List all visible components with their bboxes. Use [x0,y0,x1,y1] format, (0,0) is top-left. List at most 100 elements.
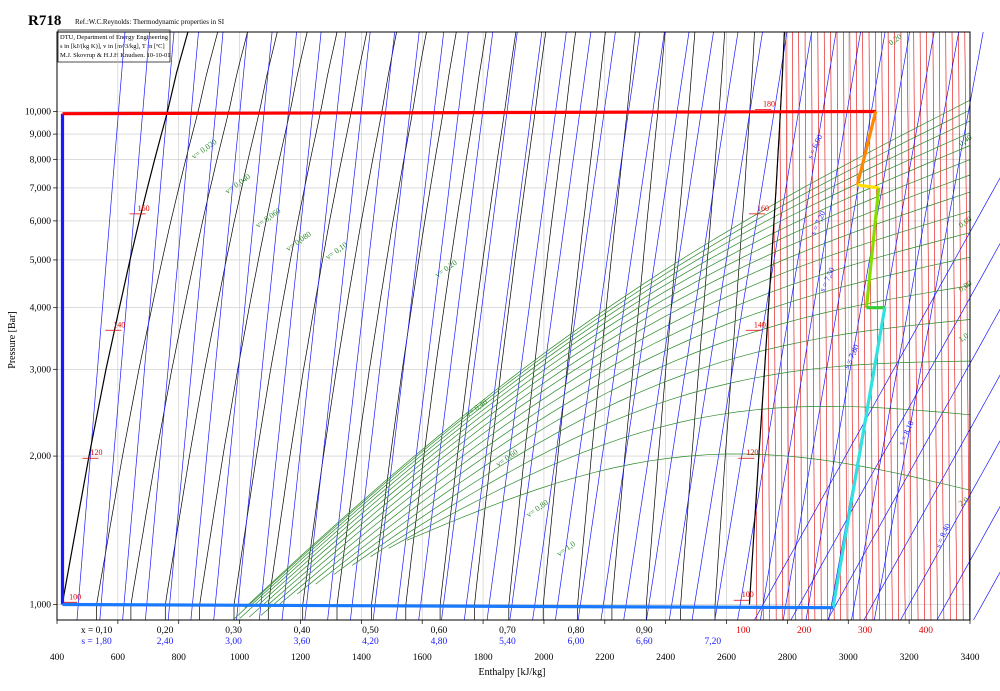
quality-tick-label: 0,50 [362,626,379,636]
isentrope-line [691,31,788,621]
isotherm-line [875,31,880,621]
quality-line [439,31,517,620]
isochore-line [388,405,971,549]
quality-line [645,31,696,620]
isentrope-line [122,31,175,621]
isochore-line [315,256,971,585]
isotherm-line [900,31,906,621]
quality-line [267,31,368,620]
isentrope-line [76,31,126,621]
isochore-line [406,453,971,541]
axes: 400 600 800 1000 1200 1400 1600 1800 2000 2200 240… [25,108,980,663]
isochore-label: v= 0,80 [525,498,550,519]
isentrope-line [646,31,739,621]
isotherm-line [836,31,841,621]
x-tick-label: 600 [111,653,126,663]
x-tick-label: 1600 [413,653,432,663]
isentrope-line [372,31,445,621]
isentrope-line [350,31,420,621]
y-tick-label: 3,000 [30,365,52,375]
isentrope-line [623,31,714,621]
quality-tick-label: 0,90 [636,626,653,636]
isochore-line [248,159,971,618]
isentrope-line [418,31,494,621]
isotherm-line [779,31,785,621]
process-segment [62,602,834,610]
isotherm-line [939,31,945,621]
isotherm-label: 180 [763,99,775,108]
quality-line [611,31,666,620]
isotherm-line [894,31,899,621]
quality-line [680,31,726,620]
isentrope-line [236,31,297,621]
isochore-label: v= 0,20 [433,258,458,279]
entropy-tick-label: 3,00 [225,637,242,647]
x-tick-label: 1800 [474,653,493,663]
isotherm-line [798,32,803,621]
isotherm-line [785,31,790,621]
isochore-line [244,99,971,609]
isentrope-line [714,31,812,621]
isochore-label: v= 0,040 [223,172,252,196]
quality-line [474,31,547,620]
isentrope-label: s = 6,90 [805,133,824,160]
isentrope-line [805,31,910,621]
isochore-line [297,232,971,595]
quality-line [542,31,606,620]
isochore-label: 2,0 [957,495,970,508]
y-axis-title: Pressure [Bar] [7,311,18,368]
quality-line [508,31,576,620]
isotherm-line [887,31,893,621]
entropy-tick-label: 5,40 [499,637,516,647]
x-tick-label: 400 [50,653,65,663]
y-tick-label: 2,000 [30,452,52,462]
x-tick-label: 3200 [900,653,919,663]
isochore-line [352,319,971,566]
quality-line [164,31,278,620]
isochore-label: v= 1,0 [555,539,577,558]
process-segment [831,307,887,608]
isochore-line [278,210,971,605]
isotherm-line [964,31,970,621]
quality-tick-label: x = 0,10 [81,626,113,636]
isochore-label: v= 0,060 [254,206,283,230]
isentrope-line [395,31,469,621]
isentrope-line [281,31,347,621]
x-tick-label: 3400 [961,653,980,663]
isentrope-line [782,31,886,621]
isotherm-line [849,31,854,621]
isochore-line [266,174,971,607]
isotherm-line [823,31,829,621]
entropy-tick-label: 4,80 [431,637,448,647]
isochore-line [256,145,971,607]
isochore-line [333,285,971,575]
quality-line [577,31,636,620]
isotherm-line [804,32,809,621]
temperature-tick-label: 200 [797,626,812,636]
isotherm-label: 160 [757,204,769,213]
isentrope-line-superheat [754,177,1000,621]
saturation-liquid-line [61,31,189,605]
isochore-label: v= 0,60 [494,447,519,468]
isentrope-line-superheat [936,505,1000,621]
entropy-tick-label: 6,60 [636,637,653,647]
y-tick-label: 7,000 [30,184,52,194]
x-tick-label: 2800 [778,653,797,663]
isotherm-label: 140 [754,320,766,329]
chart-reference: Ref.:W.C.Reynolds: Thermodynamic propert… [75,18,225,26]
temperature-tick-label: 300 [858,626,873,636]
info-line: M.J. Skovrup & H.J.H Knudsen. 10-10-01 [60,52,171,59]
isotherm-line [830,31,835,621]
x-tick-label: 1400 [352,653,371,663]
isotherm-label: 140 [113,320,125,329]
x-axis-title: Enthalpy [kJ/kg] [479,667,546,678]
isotherm-line [862,31,867,621]
isentrope-line [486,31,567,621]
info-line: DTU, Department of Energy Engineering [60,34,169,41]
isotherm-label: 100 [742,590,754,599]
quality-tick-label: 0,60 [431,626,448,636]
isotherm-line [792,31,796,621]
entropy-tick-label: 6,00 [568,637,585,647]
isentrope-line [213,31,273,621]
